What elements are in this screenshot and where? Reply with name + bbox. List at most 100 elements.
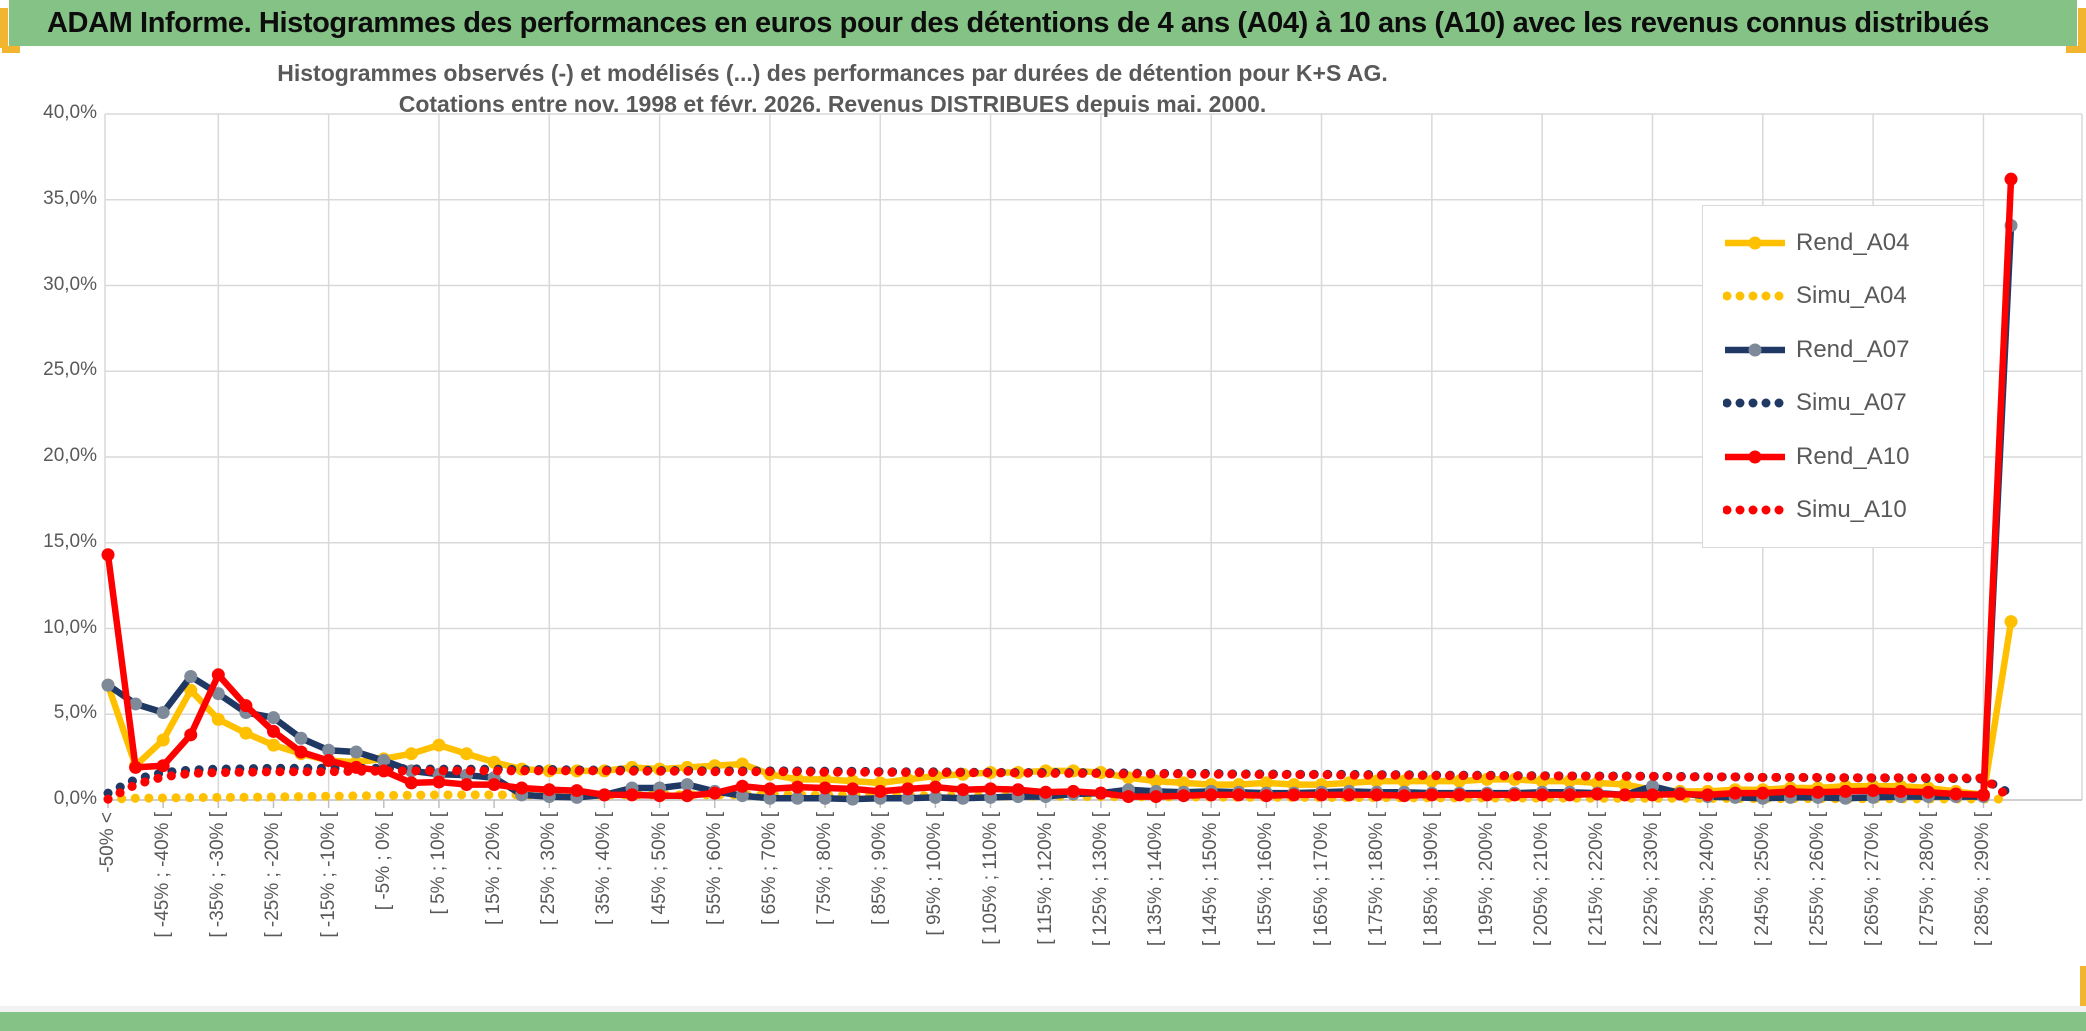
x-tick-label: [ 15% ; 20% [ bbox=[483, 812, 505, 926]
marker-Rend_A10 bbox=[1315, 788, 1329, 802]
x-tick-label: [ 75% ; 80% [ bbox=[814, 812, 836, 926]
marker-Rend_A07 bbox=[266, 711, 280, 725]
x-tick-label: [ 5% ; 10% [ bbox=[427, 812, 449, 915]
marker-Rend_A07 bbox=[680, 778, 694, 792]
x-tick-label: [ -15% ; -10% [ bbox=[317, 812, 339, 938]
x-tick-label: [ 255% ; 260% [ bbox=[1806, 812, 1828, 947]
x-tick-label: [ 205% ; 210% [ bbox=[1531, 812, 1553, 947]
marker-Rend_A10 bbox=[625, 788, 639, 802]
y-tick-label: 20,0% bbox=[43, 445, 97, 466]
marker-Rend_A10 bbox=[1094, 786, 1108, 800]
x-tick-label: [ 165% ; 170% [ bbox=[1310, 812, 1332, 947]
gold-accent-bottom-right bbox=[2080, 966, 2086, 1016]
marker-Rend_A10 bbox=[653, 789, 667, 803]
x-tick-label: [ 265% ; 270% [ bbox=[1862, 812, 1884, 947]
marker-Rend_A10 bbox=[735, 779, 749, 793]
y-tick-label: 40,0% bbox=[43, 102, 97, 123]
marker-Rend_A10 bbox=[1949, 787, 1963, 801]
legend-item-Rend_A07[interactable]: Rend_A07 bbox=[1723, 336, 1983, 364]
chart-title: Histogrammes observés (-) et modélisés (… bbox=[105, 58, 1560, 120]
legend-label: Simu_A04 bbox=[1796, 282, 1907, 310]
legend-item-Simu_A04[interactable]: Simu_A04 bbox=[1723, 282, 1983, 310]
x-tick-label: [ 25% ; 30% [ bbox=[538, 812, 560, 926]
marker-Rend_A10 bbox=[873, 784, 887, 798]
x-tick-label: [ 155% ; 160% [ bbox=[1255, 812, 1277, 947]
marker-Rend_A07 bbox=[818, 791, 832, 805]
marker-Rend_A07 bbox=[735, 789, 749, 803]
marker-Rend_A10 bbox=[1425, 788, 1439, 802]
marker-Rend_A10 bbox=[515, 781, 529, 795]
x-tick-label: [ -35% ; -30% [ bbox=[207, 812, 229, 938]
marker-Rend_A10 bbox=[1259, 789, 1273, 803]
marker-Rend_A10 bbox=[846, 782, 860, 796]
marker-Rend_A10 bbox=[1728, 786, 1742, 800]
gold-accent-top-right bbox=[2078, 8, 2086, 48]
legend-item-Rend_A04[interactable]: Rend_A04 bbox=[1723, 229, 1983, 257]
marker-Rend_A10 bbox=[1894, 784, 1908, 798]
legend-sample-solid-line-icon bbox=[1725, 236, 1785, 250]
x-tick-label: [ -5% ; 0% [ bbox=[372, 812, 394, 911]
marker-Rend_A07 bbox=[294, 731, 308, 745]
marker-Rend_A07 bbox=[791, 791, 804, 805]
marker-Rend_A04 bbox=[2004, 615, 2018, 629]
marker-Rend_A10 bbox=[1535, 788, 1549, 802]
marker-Rend_A10 bbox=[570, 784, 584, 798]
marker-Rend_A10 bbox=[901, 782, 915, 796]
y-tick-label: 25,0% bbox=[43, 359, 97, 381]
x-tick-label: [ 285% ; 290% [ bbox=[1972, 812, 1994, 947]
marker-Rend_A10 bbox=[956, 783, 970, 797]
marker-Rend_A07 bbox=[129, 697, 143, 711]
marker-Rend_A04 bbox=[432, 738, 446, 752]
marker-Rend_A10 bbox=[129, 760, 143, 774]
marker-Rend_A07 bbox=[928, 790, 942, 804]
legend-label: Rend_A04 bbox=[1796, 228, 1910, 256]
x-tick-label: [ 45% ; 50% [ bbox=[648, 812, 670, 926]
y-tick-label: 0,0% bbox=[53, 788, 97, 809]
y-tick-label: 10,0% bbox=[43, 616, 97, 638]
marker-Rend_A10 bbox=[211, 668, 225, 682]
chart-title-line1: Histogrammes observés (-) et modélisés (… bbox=[277, 60, 1388, 86]
marker-Rend_A10 bbox=[266, 724, 280, 738]
series-Rend_A10[interactable] bbox=[101, 172, 2018, 804]
marker-Rend_A10 bbox=[1177, 789, 1191, 803]
marker-Rend_A10 bbox=[680, 789, 694, 803]
x-tick-label: [ 235% ; 240% [ bbox=[1696, 812, 1718, 947]
gold-accent-top-left bbox=[0, 8, 8, 48]
report-footer-bar bbox=[0, 1012, 2086, 1031]
x-tick-label: [ 275% ; 280% [ bbox=[1917, 812, 1939, 947]
y-tick-label: 35,0% bbox=[43, 187, 97, 209]
marker-Rend_A07 bbox=[211, 687, 225, 701]
x-tick-label: [ 95% ; 100% [ bbox=[924, 812, 946, 936]
marker-Rend_A04 bbox=[184, 683, 198, 697]
marker-Rend_A04 bbox=[266, 738, 280, 752]
marker-Rend_A07 bbox=[377, 754, 391, 768]
marker-Rend_A07 bbox=[184, 670, 198, 684]
marker-Rend_A10 bbox=[1563, 788, 1577, 802]
legend-item-Simu_A07[interactable]: Simu_A07 bbox=[1723, 389, 1983, 417]
legend-item-Simu_A10[interactable]: Simu_A10 bbox=[1723, 496, 1983, 524]
marker-Rend_A07 bbox=[349, 745, 363, 759]
y-tick-label: 15,0% bbox=[43, 530, 97, 552]
marker-Rend_A10 bbox=[1618, 788, 1632, 802]
marker-Rend_A10 bbox=[542, 783, 556, 797]
marker-Rend_A04 bbox=[1149, 774, 1163, 788]
gold-accent-tab-left bbox=[2, 46, 20, 53]
marker-Rend_A04 bbox=[211, 712, 225, 726]
legend-item-Rend_A10[interactable]: Rend_A10 bbox=[1723, 443, 1983, 471]
report-header-bar: ADAM Informe. Histogrammes des performan… bbox=[9, 0, 2077, 46]
marker-Rend_A10 bbox=[1839, 784, 1853, 798]
legend-sample-solid-line-icon bbox=[1725, 343, 1785, 357]
chart-legend[interactable]: Rend_A04 Simu_A04 Rend_A07 Simu_A07 Rend_A10… bbox=[1702, 205, 1984, 548]
marker-Rend_A04 bbox=[460, 747, 474, 761]
report-title: ADAM Informe. Histogrammes des performan… bbox=[47, 6, 1989, 39]
marker-Rend_A10 bbox=[432, 775, 446, 789]
gold-accent-tab-right bbox=[2066, 46, 2086, 53]
marker-Rend_A10 bbox=[791, 780, 804, 794]
marker-Rend_A10 bbox=[597, 788, 611, 802]
series-Simu_A10[interactable] bbox=[103, 766, 2016, 804]
marker-Rend_A10 bbox=[1287, 788, 1301, 802]
marker-Rend_A10 bbox=[1811, 785, 1825, 799]
marker-Rend_A07 bbox=[763, 791, 777, 805]
legend-label: Rend_A10 bbox=[1796, 442, 1910, 470]
